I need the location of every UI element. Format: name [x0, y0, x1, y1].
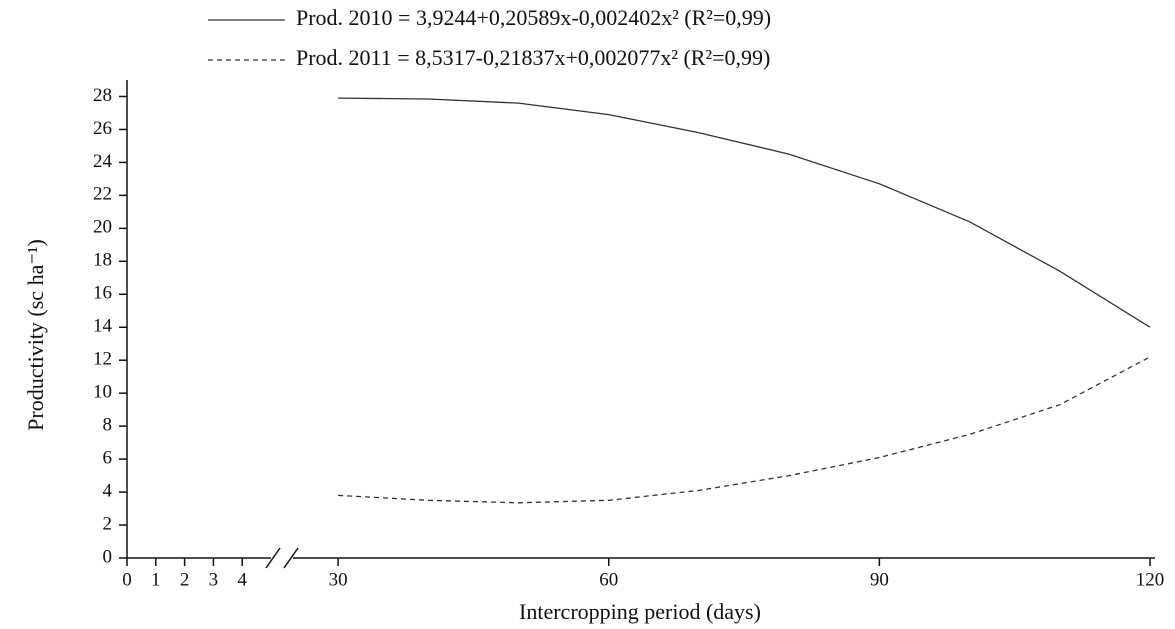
x-tick-label: 0 [122, 569, 132, 590]
y-tick-label: 16 [93, 283, 112, 304]
axis-break [283, 547, 299, 569]
x-tick-label: 120 [1136, 569, 1165, 590]
legend-label: Prod. 2011 = 8,5317-0,21837x+0,002077x² … [296, 45, 770, 70]
y-tick-label: 10 [93, 382, 112, 403]
x-tick-label: 90 [870, 569, 889, 590]
y-tick-label: 22 [93, 184, 112, 205]
y-tick-label: 6 [103, 447, 113, 468]
legend-label: Prod. 2010 = 3,9244+0,20589x-0,002402x² … [296, 5, 771, 30]
x-tick-label: 30 [329, 569, 348, 590]
axis-break [265, 547, 281, 569]
y-tick-label: 2 [103, 513, 113, 534]
series-line [338, 97, 1151, 328]
x-axis-title: Intercropping period (days) [519, 599, 761, 624]
series-line [338, 356, 1151, 504]
y-tick-label: 28 [93, 85, 112, 106]
y-tick-label: 24 [93, 151, 113, 172]
x-tick-label: 4 [237, 569, 247, 590]
y-tick-label: 20 [93, 217, 112, 238]
x-tick-label: 3 [209, 569, 219, 590]
y-tick-label: 0 [103, 546, 113, 567]
y-tick-label: 26 [93, 118, 112, 139]
x-tick-label: 60 [599, 569, 618, 590]
y-axis-title: Productivity (sc ha⁻¹) [23, 239, 48, 431]
y-tick-label: 8 [103, 414, 113, 435]
x-tick-label: 2 [180, 569, 190, 590]
y-tick-label: 18 [93, 250, 112, 271]
y-tick-label: 12 [93, 349, 112, 370]
y-tick-label: 14 [93, 316, 113, 337]
x-tick-label: 1 [151, 569, 161, 590]
y-tick-label: 4 [103, 480, 113, 501]
